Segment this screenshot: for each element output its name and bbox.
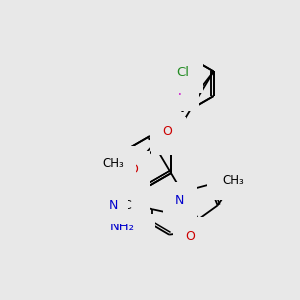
- Text: Cl: Cl: [176, 67, 188, 80]
- Text: N: N: [175, 194, 184, 207]
- Text: CH₃: CH₃: [222, 174, 244, 187]
- Text: N: N: [109, 199, 118, 212]
- Text: O: O: [185, 230, 195, 243]
- Text: F: F: [178, 85, 185, 98]
- Text: O: O: [128, 164, 138, 176]
- Text: O: O: [128, 165, 138, 178]
- Text: H: H: [134, 226, 143, 239]
- Text: -H: -H: [232, 176, 245, 187]
- Text: N: N: [220, 174, 229, 187]
- Text: CH₃: CH₃: [105, 159, 127, 172]
- Text: N: N: [104, 199, 114, 212]
- Text: F: F: [177, 83, 184, 96]
- Text: Cl: Cl: [177, 67, 190, 80]
- Text: CH₃: CH₃: [102, 157, 124, 170]
- Text: N: N: [128, 215, 138, 228]
- Text: O: O: [164, 130, 173, 142]
- Text: C: C: [117, 199, 126, 212]
- Text: O: O: [162, 125, 172, 138]
- Text: NH₂: NH₂: [110, 220, 134, 233]
- Text: C: C: [122, 199, 131, 212]
